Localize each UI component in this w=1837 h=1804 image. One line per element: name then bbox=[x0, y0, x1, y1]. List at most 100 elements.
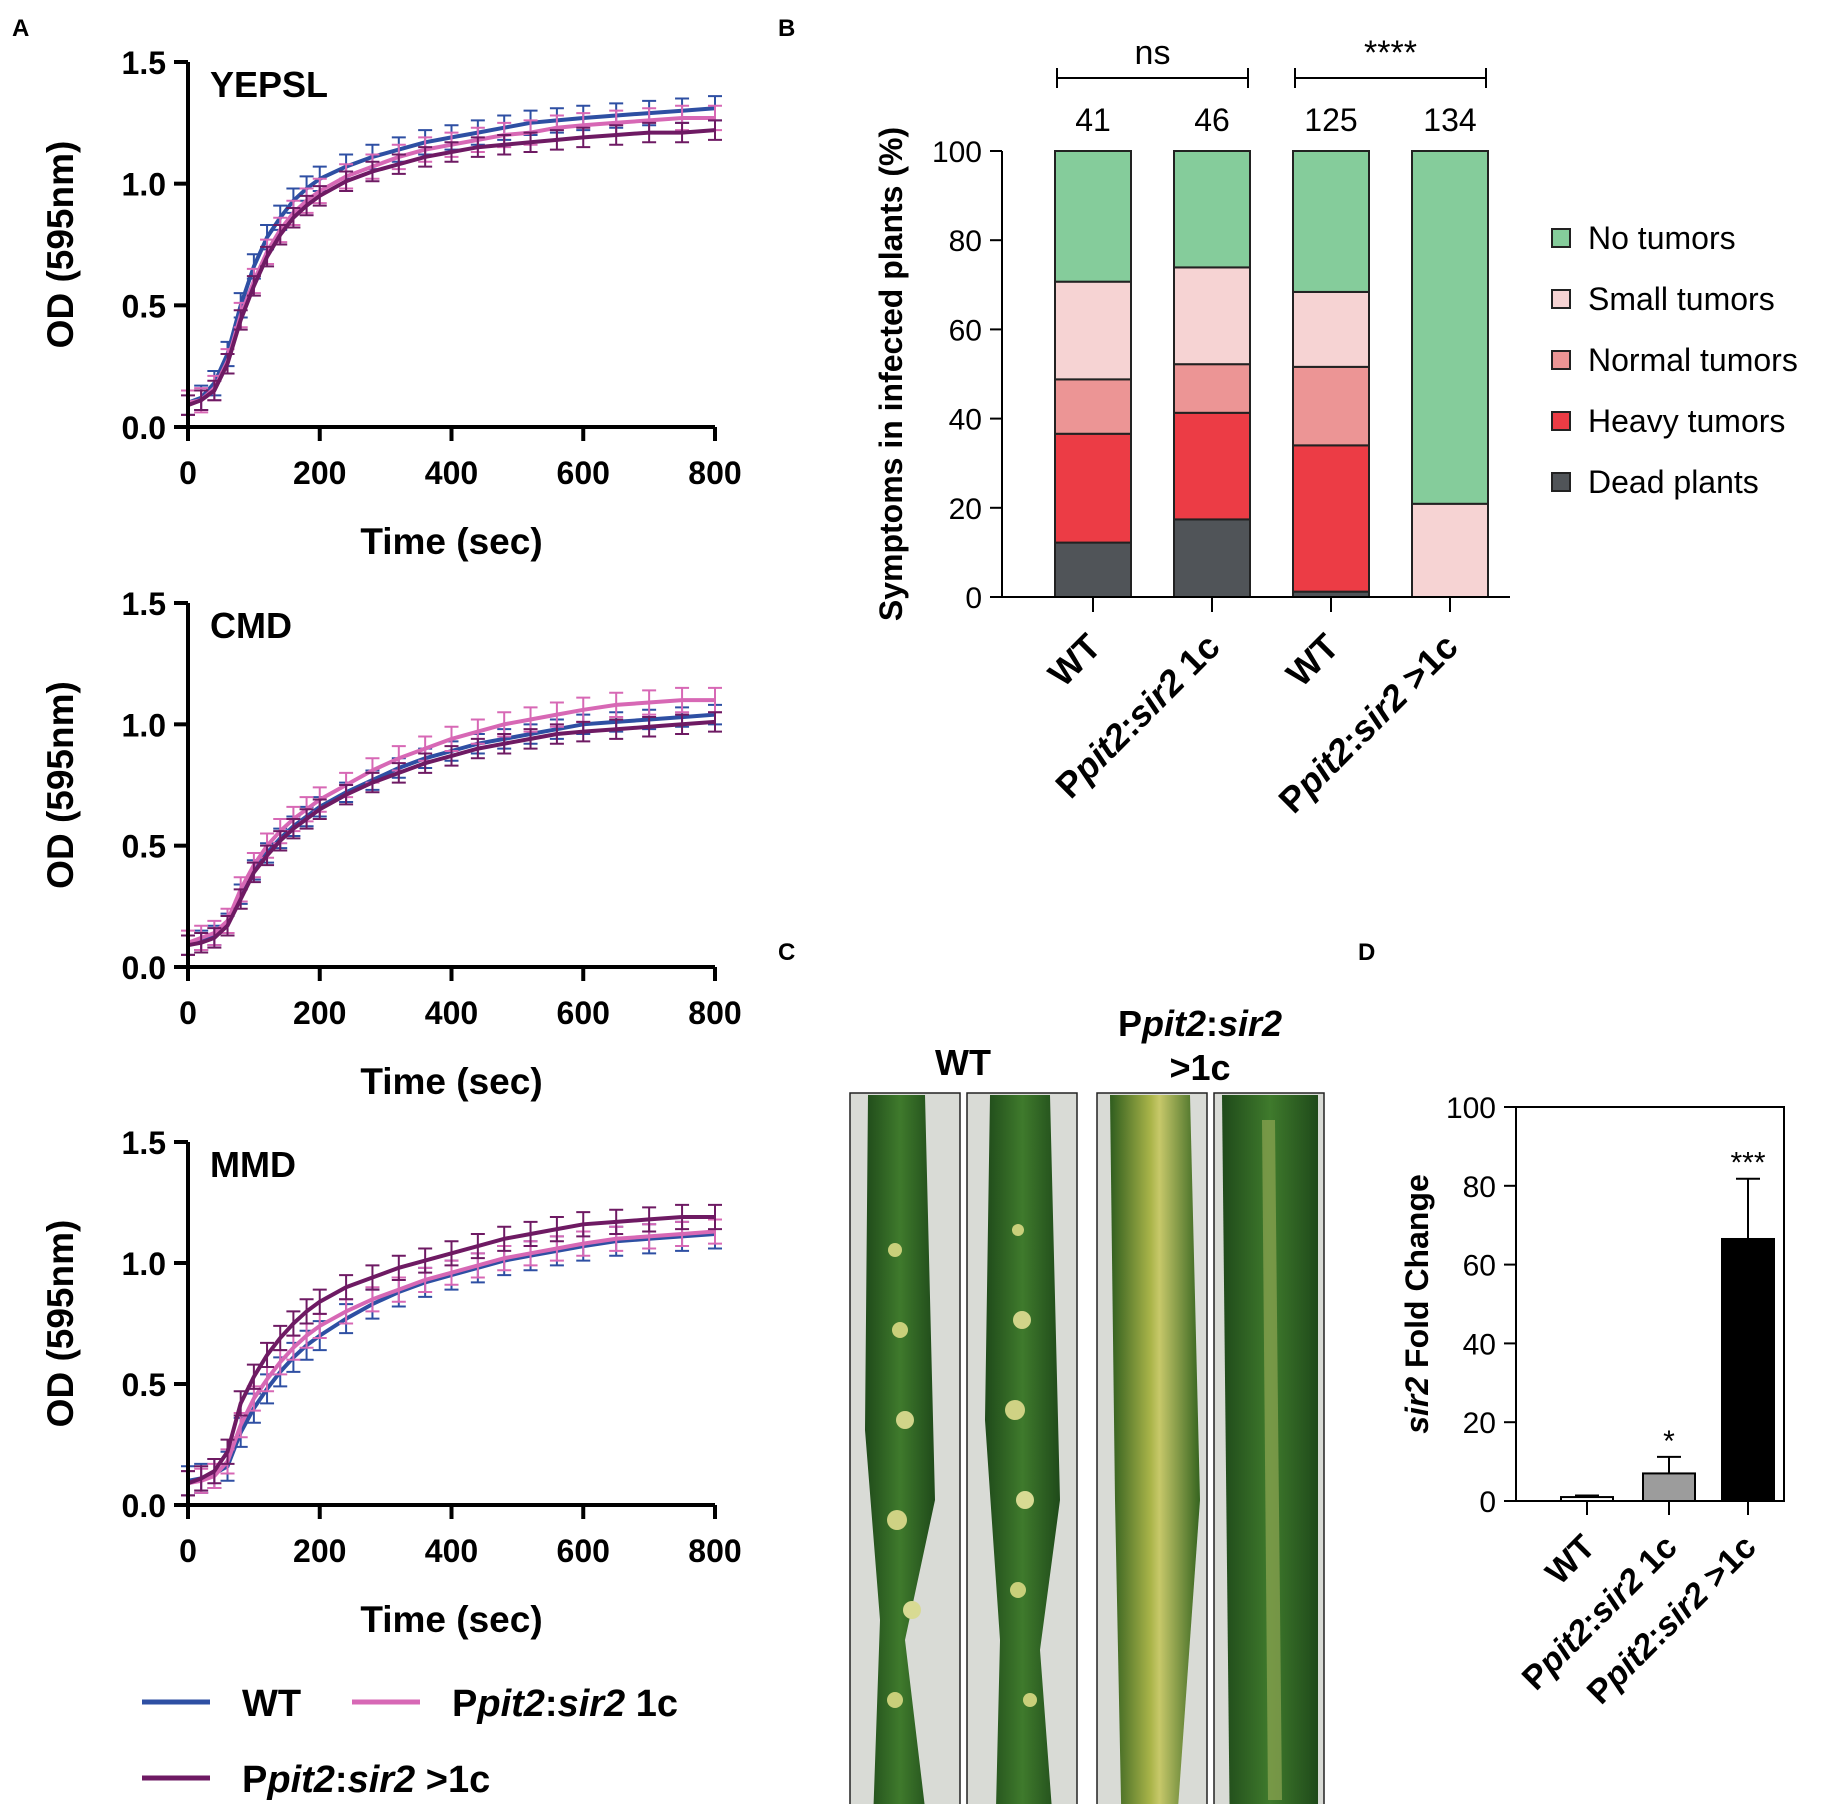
significance-marker: * bbox=[1663, 1425, 1675, 1458]
x-tick-label: 200 bbox=[293, 1533, 346, 1569]
stacked-segment-dead_plants bbox=[1054, 541, 1132, 599]
bar-2 bbox=[1721, 1237, 1775, 1502]
legend-label-cn: Ppit2:sir2 >1c bbox=[242, 1759, 490, 1801]
y-tick-label: 0.5 bbox=[122, 288, 166, 324]
y-tick-label: 60 bbox=[949, 314, 982, 347]
y-tick-label: 100 bbox=[932, 136, 982, 169]
x-tick-label: 800 bbox=[688, 455, 741, 491]
x-tick-label: 800 bbox=[688, 1533, 741, 1569]
x-tick-label: 600 bbox=[557, 995, 610, 1031]
legend-swatch-no_tumors bbox=[1551, 228, 1571, 248]
x-tick-label: 600 bbox=[557, 455, 610, 491]
panel-label-a: A bbox=[12, 15, 29, 42]
x-tick-label: 200 bbox=[293, 995, 346, 1031]
y-axis-label: sir2 Fold Change bbox=[1399, 1174, 1435, 1434]
y-tick-label: 20 bbox=[1463, 1407, 1496, 1440]
x-axis-label: Time (sec) bbox=[360, 521, 542, 562]
legend-label-c1: Ppit2:sir2 1c bbox=[452, 1683, 678, 1725]
n-label: 41 bbox=[1075, 102, 1111, 138]
stacked-segment-normal_tumors bbox=[1054, 378, 1132, 435]
significance-label: **** bbox=[1364, 34, 1417, 72]
stacked-segment-dead_plants bbox=[1173, 518, 1251, 598]
stacked-segment-small_tumors bbox=[1054, 280, 1132, 381]
stacked-segment-heavy_tumors bbox=[1054, 432, 1132, 544]
chart-title: YEPSL bbox=[210, 64, 328, 105]
stacked-segment-no_tumors bbox=[1173, 150, 1251, 269]
y-tick-label: 0.0 bbox=[122, 410, 166, 446]
x-tick-label: WT bbox=[1040, 626, 1109, 695]
y-axis-label: OD (595nm) bbox=[40, 1220, 81, 1428]
x-tick-label: WT bbox=[1278, 626, 1347, 695]
leaf-photos: WT Ppit2:sir2 >1c bbox=[849, 1003, 1325, 1804]
legend-swatch-dead_plants bbox=[1551, 472, 1571, 492]
leaf-photo-wt-1 bbox=[849, 1092, 961, 1804]
error-bar bbox=[1736, 1177, 1760, 1239]
y-tick-label: 0 bbox=[965, 582, 982, 615]
y-tick-label: 1.0 bbox=[122, 1246, 166, 1282]
series-line-cN bbox=[187, 719, 716, 948]
stacked-segment-small_tumors bbox=[1292, 290, 1370, 368]
growth-legend: WT Ppit2:sir2 1c Ppit2:sir2 >1c bbox=[142, 1683, 678, 1801]
leaf-photo-mutant-2 bbox=[1213, 1092, 1325, 1804]
legend-label-no_tumors: No tumors bbox=[1588, 220, 1736, 256]
y-tick-label: 1.0 bbox=[122, 707, 166, 743]
x-tick-label: 400 bbox=[425, 995, 478, 1031]
x-tick-label: 200 bbox=[293, 455, 346, 491]
x-tick-label: 0 bbox=[179, 995, 197, 1031]
legend-label-wt: WT bbox=[242, 1683, 301, 1725]
legend-label-dead_plants: Dead plants bbox=[1588, 464, 1759, 500]
stacked-segment-small_tumors bbox=[1411, 502, 1489, 599]
n-label: 125 bbox=[1304, 102, 1357, 138]
x-tick-label: WT bbox=[1538, 1528, 1602, 1592]
y-tick-label: 80 bbox=[949, 225, 982, 258]
y-tick-label: 80 bbox=[1463, 1171, 1496, 1204]
x-tick-label: 600 bbox=[557, 1533, 610, 1569]
n-label: 134 bbox=[1423, 102, 1476, 138]
y-tick-label: 1.5 bbox=[122, 586, 166, 622]
bar-1 bbox=[1642, 1472, 1696, 1503]
series-cN bbox=[181, 711, 722, 956]
photo-label-mutant-suffix: >1c bbox=[1169, 1047, 1230, 1088]
legend-label-small_tumors: Small tumors bbox=[1588, 281, 1775, 317]
y-axis-label: OD (595nm) bbox=[40, 681, 81, 889]
y-axis-label: Symptoms in infected plants (%) bbox=[873, 127, 909, 621]
growth-chart-cmd: 0.0 0.5 1.0 1.5 0 200 400 600 800 Time (sec) OD (5… bbox=[40, 586, 742, 1102]
y-tick-label: 0.0 bbox=[122, 1488, 166, 1524]
stacked-segment-normal_tumors bbox=[1173, 363, 1251, 414]
error-bar bbox=[1657, 1455, 1681, 1474]
leaf-photo-wt-2 bbox=[966, 1092, 1078, 1804]
stacked-segment-heavy_tumors bbox=[1292, 444, 1370, 593]
y-tick-label: 0.5 bbox=[122, 829, 166, 865]
growth-chart-mmd: 0.0 0.5 1.0 1.5 0 200 400 600 800 Time (sec) OD (5… bbox=[40, 1125, 742, 1640]
y-axis-label: OD (595nm) bbox=[40, 141, 81, 349]
y-tick-label: 1.5 bbox=[122, 1125, 166, 1161]
photo-label-wt: WT bbox=[935, 1042, 991, 1083]
n-label: 46 bbox=[1194, 102, 1230, 138]
y-tick-label: 20 bbox=[949, 493, 982, 526]
y-tick-label: 40 bbox=[1463, 1328, 1496, 1361]
significance-bracket bbox=[1294, 68, 1487, 88]
series-line-cN bbox=[187, 1215, 715, 1486]
stacked-segment-no_tumors bbox=[1054, 150, 1132, 283]
chart-title: CMD bbox=[210, 605, 292, 646]
series-cN bbox=[181, 119, 722, 416]
bar-0 bbox=[1560, 1496, 1614, 1503]
y-tick-label: 100 bbox=[1446, 1092, 1496, 1125]
stacked-segment-heavy_tumors bbox=[1173, 411, 1251, 521]
x-axis-label: Time (sec) bbox=[360, 1061, 542, 1102]
photo-label-mutant: Ppit2:sir2 bbox=[1118, 1003, 1282, 1044]
significance-marker: *** bbox=[1730, 1147, 1765, 1180]
legend-swatch-normal_tumors bbox=[1551, 350, 1571, 370]
legend-label-heavy_tumors: Heavy tumors bbox=[1588, 403, 1785, 439]
significance-label: ns bbox=[1135, 34, 1171, 72]
leaf-photo-mutant-1 bbox=[1096, 1092, 1208, 1804]
y-tick-label: 1.0 bbox=[122, 167, 166, 203]
x-axis-label: Time (sec) bbox=[360, 1599, 542, 1640]
panel-label-b: B bbox=[778, 15, 795, 42]
stacked-segment-normal_tumors bbox=[1292, 365, 1370, 447]
x-tick-label: 400 bbox=[425, 455, 478, 491]
stacked-segment-no_tumors bbox=[1292, 150, 1370, 293]
fold-change-chart: WT*Ppit2:sir2 1c***Ppit2:sir2 >1c0204060… bbox=[1399, 1092, 1785, 1712]
